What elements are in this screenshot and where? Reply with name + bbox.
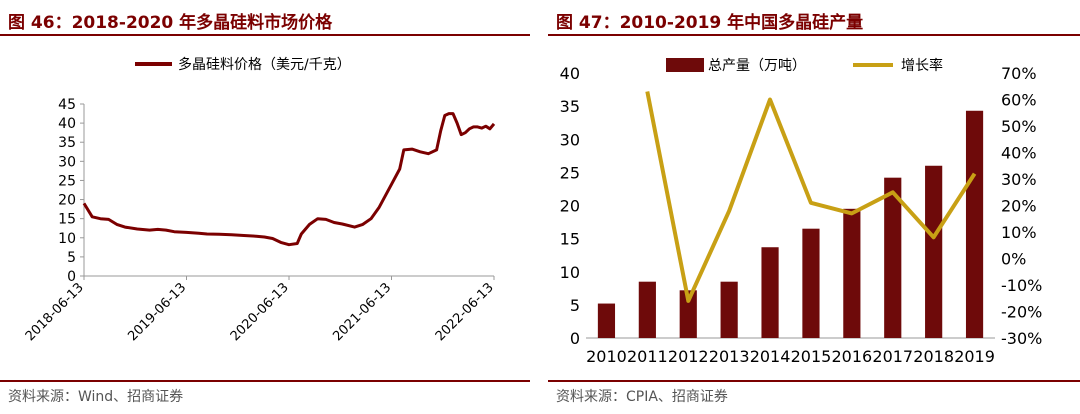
x-category-label: 2017 [872,347,913,366]
x-category-label: 2010 [586,347,627,366]
x-category-label: 2016 [831,347,872,366]
output-bar [925,165,943,338]
x-tick-label: 2020-06-13 [228,280,292,344]
legend-swatch-output [666,58,704,72]
y-tick-label: 5 [67,250,76,266]
y-right-tick-label: -30% [1001,329,1042,348]
y-right-tick-label: 40% [1001,144,1037,163]
growth-rate-line [645,91,977,303]
left-panel: 图 46：2018-2020 年多晶硅料市场价格 多晶硅料价格（美元/千克） 0 5… [0,0,530,414]
y-tick-label: 35 [58,135,76,151]
y-right-tick-label: 70% [1001,64,1037,83]
right-production-chart: 总产量（万吨） 增长率 0 5 10 15 20 25 30 35 40 -30% -20% -10% 0%… [560,57,1043,366]
y-left-tick-label: 10 [560,263,580,282]
x-category-label: 2013 [709,347,750,366]
y-right-tick-label: -10% [1001,276,1042,295]
left-source-text: 资料来源：Wind、招商证券 [8,389,184,405]
left-title-rule [0,34,530,36]
x-tick-label: 2021-06-13 [330,280,394,344]
y-tick-label: 10 [58,231,76,247]
y-right-tick-label: 0% [1001,250,1026,269]
x-category-label: 2015 [791,347,832,366]
y-left-tick-label: 35 [560,97,580,116]
left-price-chart: 多晶硅料价格（美元/千克） 0 5 10 15 20 25 30 35 40 45 2018-06-1… [23,56,497,344]
y-left-tick-label: 5 [570,296,580,315]
y-tick-label: 30 [58,154,76,170]
y-left-tick-label: 30 [560,130,580,149]
right-source-rule [548,380,1080,382]
output-bar [884,177,902,338]
price-line [82,112,496,247]
y-tick-label: 20 [58,193,76,209]
right-panel: 图 47：2010-2019 年中国多晶硅产量 总产量（万吨） 增长率 0 5 10 15… [548,0,1080,414]
y-left-tick-label: 40 [560,64,580,83]
y-right-tick-label: 60% [1001,91,1037,110]
output-bar [965,110,984,338]
left-chart-title: 图 46：2018-2020 年多晶硅料市场价格 [8,13,333,33]
output-bar [761,247,779,338]
x-category-label: 2014 [750,347,791,366]
output-bar [720,281,738,338]
y-right-tick-label: -20% [1001,303,1042,322]
y-tick-label: 0 [67,269,76,285]
y-left-tick-label: 25 [560,163,580,182]
legend-label-price: 多晶硅料价格（美元/千克） [178,56,351,73]
y-left-tick-label: 15 [560,230,580,249]
y-tick-label: 25 [58,173,76,189]
x-tick-label: 2018-06-13 [23,280,87,344]
right-chart-title: 图 47：2010-2019 年中国多晶硅产量 [556,13,864,33]
x-category-label: 2011 [627,347,668,366]
y-right-tick-label: 30% [1001,170,1037,189]
left-source-rule [0,380,530,382]
y-left-tick-label: 0 [570,329,580,348]
y-tick-label: 40 [58,116,76,132]
x-tick-label: 2022-06-13 [433,280,497,344]
x-category-label: 2018 [913,347,954,366]
output-bar [638,281,656,338]
x-category-label: 2012 [668,347,709,366]
y-tick-label: 45 [58,97,76,113]
output-bar [597,303,616,338]
output-bar [843,208,861,338]
output-bar [802,228,820,338]
right-title-rule [548,34,1080,36]
y-right-tick-label: 50% [1001,117,1037,136]
output-bar [679,290,697,338]
x-category-label: 2019 [954,347,995,366]
right-source-text: 资料来源：CPIA、招商证券 [556,389,728,405]
x-tick-label: 2019-06-13 [125,280,189,344]
y-left-tick-label: 20 [560,197,580,216]
y-right-tick-label: 10% [1001,223,1037,242]
legend-label-growth: 增长率 [901,57,943,74]
legend-label-output: 总产量（万吨） [708,58,806,74]
y-tick-label: 15 [58,212,76,228]
y-right-tick-label: 20% [1001,197,1037,216]
